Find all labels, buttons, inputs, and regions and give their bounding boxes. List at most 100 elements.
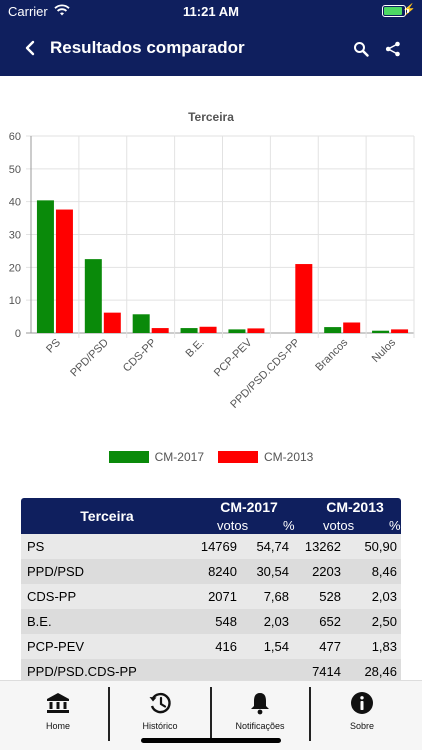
tab-separator bbox=[108, 687, 110, 741]
bar-cm-2013-6 bbox=[343, 322, 361, 333]
votes-2013: 13262 bbox=[304, 539, 341, 554]
table-header: Terceira CM-2017 CM-2013 votos % votos % bbox=[21, 498, 401, 534]
app-header: Resultados comparador bbox=[0, 22, 422, 76]
home-indicator bbox=[141, 738, 281, 743]
legend-item-cm-2013[interactable]: CM-2013 bbox=[218, 450, 313, 464]
carrier-label: Carrier bbox=[8, 4, 48, 19]
table-row[interactable]: B.E. 548 2,03 652 2,50 bbox=[21, 609, 401, 634]
pct-2017: 7,68 bbox=[263, 589, 289, 604]
bar-cm-2013-0 bbox=[55, 209, 73, 333]
bar-cm-2013-3 bbox=[199, 326, 217, 333]
x-tick-label: Nulos bbox=[370, 336, 399, 365]
bar-cm-2017-4 bbox=[228, 329, 246, 333]
group-header-cm-2017: CM-2017 bbox=[220, 499, 278, 515]
bar-cm-2017-3 bbox=[180, 328, 198, 333]
party-name: B.E. bbox=[27, 614, 52, 629]
votes-subheader: votos bbox=[217, 518, 249, 533]
pct-2013: 28,46 bbox=[364, 664, 397, 679]
votes-2017: 8240 bbox=[208, 564, 237, 579]
wifi-icon bbox=[54, 3, 70, 20]
bell-icon bbox=[249, 690, 271, 716]
tab-notificacoes[interactable]: Notificações bbox=[212, 681, 308, 739]
group-header-cm-2013: CM-2013 bbox=[326, 499, 384, 515]
results-table: Terceira CM-2017 CM-2013 votos % votos %… bbox=[21, 498, 401, 684]
bar-cm-2013-7 bbox=[391, 329, 409, 333]
x-tick-label: CDS-PP bbox=[121, 337, 159, 375]
chart-title: Terceira bbox=[188, 110, 234, 124]
x-tick-label: PPD/PSD bbox=[68, 337, 111, 380]
info-icon bbox=[350, 690, 374, 716]
bar-chart: Terceira 0 10 20 30 40 50 60 PS PPD/PSD CDS-PP B.E… bbox=[0, 100, 422, 480]
tab-separator bbox=[309, 687, 311, 741]
votes-2017: 548 bbox=[215, 614, 237, 629]
legend-swatch bbox=[218, 451, 258, 463]
bar-cm-2013-2 bbox=[151, 328, 169, 333]
party-name: PPD/PSD bbox=[27, 564, 85, 579]
share-icon bbox=[385, 41, 400, 57]
back-button[interactable] bbox=[16, 34, 44, 62]
party-name: PPD/PSD.CDS-PP bbox=[27, 664, 137, 679]
legend-label: CM-2017 bbox=[154, 450, 204, 464]
y-tick-label: 60 bbox=[9, 131, 21, 143]
table-row[interactable]: PS 14769 54,74 13262 50,90 bbox=[21, 534, 401, 559]
x-tick-label: Brancos bbox=[313, 336, 350, 373]
legend-swatch bbox=[108, 451, 149, 463]
pct-2013: 2,50 bbox=[371, 614, 397, 629]
tab-label: Histórico bbox=[142, 720, 178, 731]
votes-subheader: votos bbox=[323, 518, 355, 533]
chart-legend: CM-2017 CM-2013 bbox=[0, 450, 422, 464]
y-tick-label: 20 bbox=[9, 262, 21, 274]
pct-2017: 30,54 bbox=[256, 564, 289, 579]
table-row[interactable]: PPD/PSD.CDS-PP 7414 28,46 bbox=[21, 659, 401, 684]
pct-2013: 8,46 bbox=[371, 564, 397, 579]
tab-label: Notificações bbox=[235, 720, 285, 731]
y-tick-label: 30 bbox=[9, 230, 21, 242]
tab-home[interactable]: Home bbox=[8, 681, 108, 739]
pct-2017: 2,03 bbox=[263, 614, 289, 629]
pct-2013: 50,90 bbox=[364, 539, 397, 554]
x-tick-label: B.E. bbox=[183, 337, 206, 360]
battery-icon bbox=[382, 5, 409, 17]
bar-cm-2013-5 bbox=[295, 264, 313, 333]
bar-cm-2017-7 bbox=[372, 330, 390, 333]
votes-2017: 416 bbox=[215, 639, 237, 654]
bar-cm-2017-2 bbox=[132, 314, 150, 333]
bar-cm-2017-6 bbox=[324, 327, 342, 333]
votes-2017: 2071 bbox=[208, 589, 237, 604]
y-tick-label: 40 bbox=[9, 197, 21, 209]
share-button[interactable] bbox=[380, 36, 406, 62]
table-row[interactable]: PPD/PSD 8240 30,54 2203 8,46 bbox=[21, 559, 401, 584]
votes-2013: 477 bbox=[319, 639, 341, 654]
y-tick-label: 0 bbox=[15, 328, 21, 340]
clock: 11:21 AM bbox=[183, 4, 239, 19]
votes-2013: 2203 bbox=[312, 564, 341, 579]
table-row[interactable]: CDS-PP 2071 7,68 528 2,03 bbox=[21, 584, 401, 609]
bar-cm-2013-4 bbox=[247, 328, 265, 333]
votes-2013: 652 bbox=[319, 614, 341, 629]
bar-cm-2017-1 bbox=[84, 259, 102, 333]
region-header: Terceira bbox=[80, 508, 134, 524]
bar-cm-2013-1 bbox=[103, 312, 121, 333]
x-tick-label: PS bbox=[44, 337, 63, 356]
votes-2017: 14769 bbox=[200, 539, 237, 554]
status-bar: Carrier 11:21 AM ⚡ bbox=[0, 0, 422, 22]
tab-label: Sobre bbox=[349, 720, 375, 731]
votes-2013: 7414 bbox=[312, 664, 341, 679]
x-tick-label: PCP-PEV bbox=[212, 336, 255, 379]
tab-sobre[interactable]: Sobre bbox=[312, 681, 412, 739]
legend-label: CM-2013 bbox=[264, 450, 314, 464]
legend-item-cm-2017[interactable]: CM-2017 bbox=[108, 450, 204, 464]
pct-2013: 2,03 bbox=[371, 589, 397, 604]
table-row[interactable]: PCP-PEV 416 1,54 477 1,83 bbox=[21, 634, 401, 659]
pct-subheader: % bbox=[283, 518, 295, 533]
tab-separator bbox=[210, 687, 212, 741]
search-button[interactable] bbox=[348, 36, 374, 62]
y-tick-label: 50 bbox=[9, 164, 21, 176]
pct-subheader: % bbox=[389, 518, 401, 533]
tab-label: Home bbox=[45, 720, 70, 731]
tab-historico[interactable]: Histórico bbox=[110, 681, 210, 739]
table-body: PS 14769 54,74 13262 50,90 PPD/PSD 8240 … bbox=[21, 534, 401, 684]
party-name: PS bbox=[27, 539, 45, 554]
bank-icon bbox=[46, 690, 70, 716]
